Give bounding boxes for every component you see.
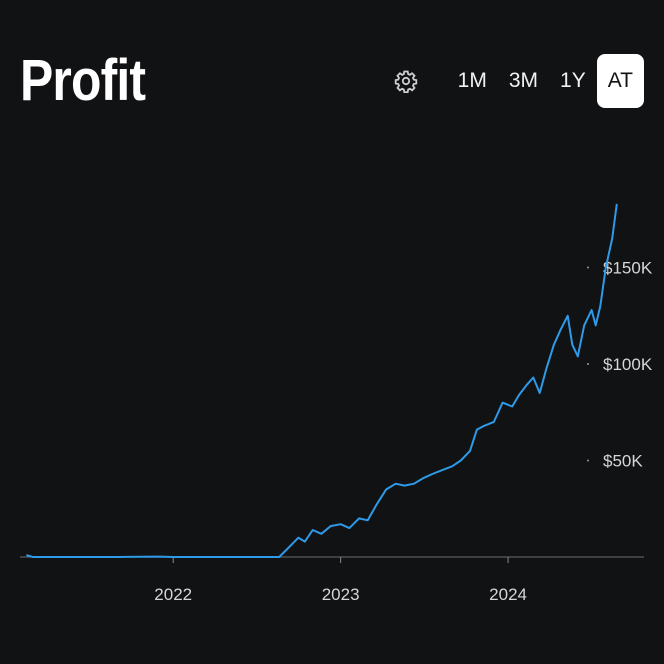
y-axis-ticks: $50K $100K $150K [587,259,653,471]
x-tick-label: 2024 [489,585,527,604]
x-tick-label: 2022 [154,585,192,604]
page-title: Profit [20,48,146,113]
range-button-1y[interactable]: 1Y [560,69,586,92]
y-tick-label: $100K [603,355,653,374]
y-tick-mark [587,363,589,366]
y-tick-label: $150K [603,259,653,278]
range-button-1m[interactable]: 1M [457,69,487,92]
y-tick-mark [587,459,589,462]
y-tick-label: $50K [603,452,643,471]
x-tick-label: 2023 [322,585,360,604]
range-button-3m[interactable]: 3M [508,69,539,92]
gear-icon[interactable] [393,68,419,94]
range-button-at[interactable]: AT [596,54,644,108]
y-tick-mark [587,266,589,269]
time-range-controls: 1M 3M 1Y AT [393,54,644,108]
series-line [26,203,618,558]
x-axis-ticks: 2022 2023 2024 [154,557,527,604]
